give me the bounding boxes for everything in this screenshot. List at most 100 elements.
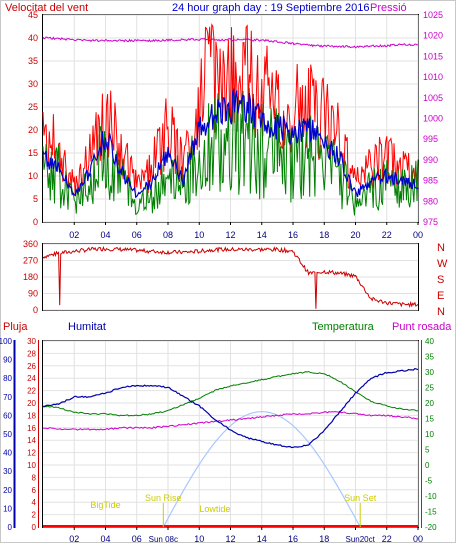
dewpoint-label: Punt rosada [392, 321, 452, 333]
humidity-x-tick-label: 12 [225, 534, 235, 544]
solar-radiation-curve [162, 411, 361, 528]
humidity-x-tick-label: 10 [194, 534, 204, 544]
direction-tick-label: 90 [28, 289, 38, 299]
humidity-x-tick-label: 02 [69, 534, 79, 544]
rain-tick-label: 4 [32, 498, 37, 507]
rain-tick-label: 0 [32, 523, 37, 532]
pressure-tick-label: 1000 [423, 114, 443, 124]
temperature-tick-label: 40 [425, 337, 434, 346]
compass-label: S [437, 274, 444, 286]
wind-average-line [42, 87, 419, 199]
pressure-tick-label: 985 [423, 176, 438, 186]
wind-speed-tick-label: 10 [28, 171, 38, 181]
pressure-axis: 975 980 985 990 995 1000 1005 1010 1015 1020 1025 [423, 10, 443, 227]
wind-speed-tick-label: 20 [28, 125, 38, 135]
low-tide-label: Lowtide [199, 504, 230, 514]
rain-tick-label: 2 [32, 511, 37, 520]
graph-date-title: 24 hour graph day : 19 Septiembre 2016 [172, 2, 370, 14]
temperature-tick-label: 20 [425, 399, 434, 408]
pressure-tick-label: 1005 [423, 93, 443, 103]
compass-label: N [437, 306, 445, 318]
rain-tick-label: 8 [32, 473, 37, 482]
rain-tick-label: 18 [27, 411, 36, 420]
humidity-tick-label: 40 [3, 449, 12, 458]
wind-series [42, 23, 419, 216]
humidity-tick-label: 70 [3, 393, 12, 402]
humidity-x-tick-label: 16 [288, 534, 298, 544]
temperature-tick-label: -5 [425, 477, 433, 486]
pressure-tick-label: 975 [423, 217, 438, 227]
wind-x-axis: 02 04 06 08 10 12 14 16 18 20 22 00 [69, 222, 423, 240]
rain-tick-label: 20 [27, 399, 36, 408]
pressure-tick-label: 995 [423, 134, 438, 144]
temperature-line [42, 370, 419, 417]
direction-tick-label: 360 [23, 239, 38, 249]
humidity-tick-label: 0 [8, 523, 13, 532]
humidity-label: Humitat [68, 321, 106, 333]
temperature-tick-label: -10 [425, 492, 437, 501]
wind-x-tick-label: 04 [100, 230, 110, 240]
humidity-x-axis: 02 04 06 10 12 14 16 18 22 00 Sun 08c Sun20ct [69, 527, 423, 544]
temperature-tick-label: 5 [425, 446, 430, 455]
sunrise-axis-label: Sun 08c [149, 535, 178, 544]
wind-speed-title: Velocitat del vent [5, 2, 88, 14]
wind-speed-tick-label: 15 [28, 148, 38, 158]
wind-speed-tick-label: 30 [28, 79, 38, 89]
dewpoint-line [42, 411, 418, 431]
wind-speed-tick-label: 25 [28, 102, 38, 112]
wind-speed-tick-label: 45 [28, 10, 38, 20]
humidity-x-tick-label: 18 [319, 534, 329, 544]
wind-x-tick-label: 10 [194, 230, 204, 240]
pressure-line [42, 36, 419, 49]
humidity-tick-label: 30 [3, 467, 12, 476]
compass-label: W [437, 258, 448, 270]
wind-x-tick-label: 00 [413, 230, 423, 240]
wind-x-tick-label: 20 [350, 230, 360, 240]
pressure-tick-label: 1015 [423, 51, 443, 61]
rain-tick-label: 30 [27, 337, 36, 346]
temperature-tick-label: -20 [425, 523, 437, 532]
humidity-tick-label: 60 [3, 411, 12, 420]
wind-speed-tick-label: 0 [33, 217, 38, 227]
wind-direction-line [42, 245, 419, 309]
rain-tick-label: 10 [27, 461, 36, 470]
rain-tick-label: 28 [27, 349, 36, 358]
direction-tick-label: 270 [23, 256, 38, 266]
humidity-line [43, 367, 419, 449]
temperature-tick-label: 0 [425, 461, 430, 470]
pressure-tick-label: 1025 [423, 10, 443, 20]
compass-label: E [437, 290, 444, 302]
humidity-x-tick-label: 14 [257, 534, 267, 544]
pressure-tick-label: 1020 [423, 31, 443, 41]
rain-tick-label: 14 [27, 436, 36, 445]
sun-event-label: Sun Set [344, 493, 377, 503]
direction-tick-label: 0 [33, 305, 38, 315]
rain-tick-label: 24 [27, 374, 36, 383]
humidity-x-tick-label: 00 [413, 534, 423, 544]
temperature-tick-label: 10 [425, 430, 434, 439]
pressure-tick-label: 980 [423, 196, 438, 206]
compass-label: N [437, 242, 445, 254]
humidity-tick-label: 50 [3, 430, 12, 439]
rain-tick-label: 26 [27, 362, 36, 371]
temperature-tick-label: -15 [425, 508, 437, 517]
humidity-x-tick-label: 04 [100, 534, 110, 544]
wind-x-tick-label: 22 [382, 230, 392, 240]
temperature-tick-label: 30 [425, 368, 434, 377]
pressure-tick-label: 990 [423, 155, 438, 165]
wind-speed-tick-label: 5 [33, 194, 38, 204]
humidity-axes: 0102030405060708090100024681012141618202… [0, 337, 437, 532]
humidity-tick-label: 100 [0, 337, 13, 346]
wind-x-tick-label: 14 [257, 230, 267, 240]
astro-annotations: Sun Rise Sun Set BigTide Lowtide [90, 493, 377, 527]
rain-tick-label: 12 [27, 449, 36, 458]
rain-tick-label: 16 [27, 424, 36, 433]
humidity-tick-label: 90 [3, 356, 12, 365]
pressure-tick-label: 1010 [423, 72, 443, 82]
rain-tick-label: 6 [32, 486, 37, 495]
rain-label: Pluja [3, 321, 28, 333]
wind-x-tick-label: 02 [69, 230, 79, 240]
